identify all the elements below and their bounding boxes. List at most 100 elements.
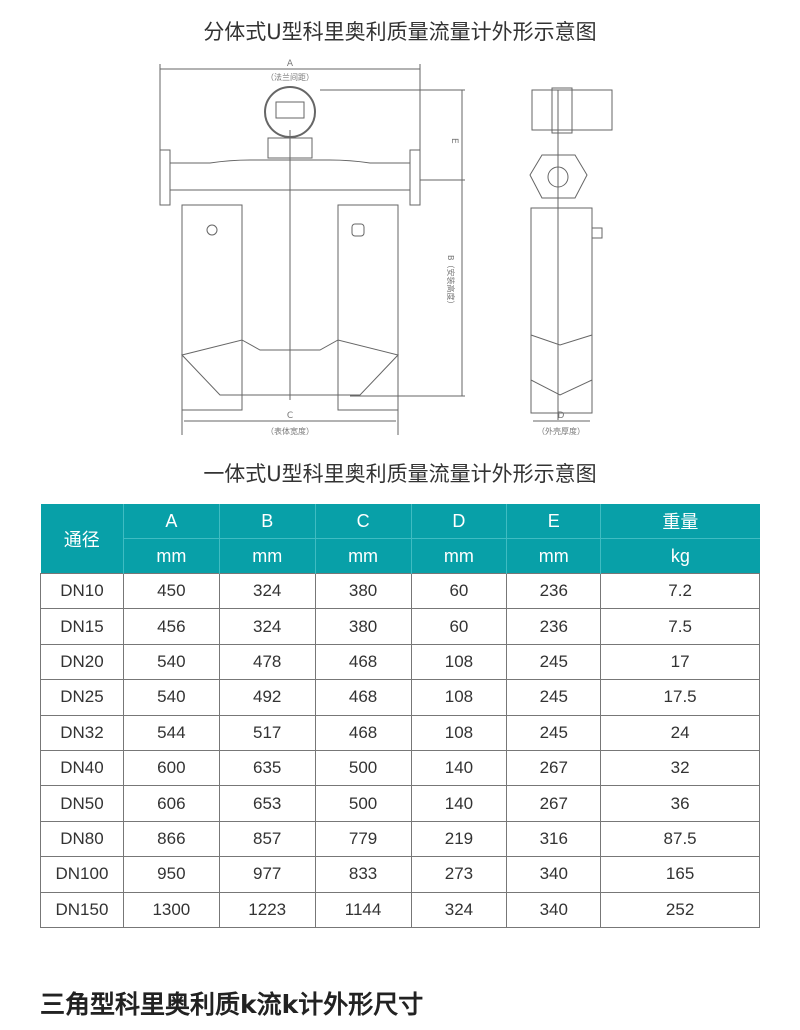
table-cell: 540 — [122, 679, 220, 716]
split-type-title: 分体式U型科里奥利质量流量计外形示意图 — [203, 20, 597, 44]
table-cell: 517 — [218, 714, 316, 751]
header-c: C — [314, 504, 411, 539]
table-cell: 32 — [600, 749, 760, 787]
table-cell: 478 — [218, 643, 316, 681]
table-cell: 24 — [600, 714, 760, 751]
table-cell: 450 — [122, 572, 220, 610]
table-row: DN20 540 478 468 108 245 17 — [40, 643, 760, 681]
table-cell: 245 — [506, 714, 602, 751]
table-cell: 60 — [410, 572, 508, 610]
table-cell: 833 — [314, 856, 412, 893]
table-cell: 245 — [506, 643, 602, 681]
integrated-type-title: 一体式U型科里奥利质量流量计外形示意图 — [203, 462, 597, 486]
header-weight: 重量 — [600, 504, 760, 539]
table-cell: 1300 — [122, 891, 220, 928]
table-cell: 87.5 — [600, 820, 760, 858]
table-cell: 140 — [410, 785, 508, 822]
table-cell: 1223 — [218, 891, 316, 928]
table-cell: DN80 — [40, 820, 124, 858]
unit-e: mm — [506, 538, 601, 574]
header-e: E — [506, 504, 601, 539]
header-a: A — [122, 504, 220, 539]
table-cell: 236 — [506, 572, 602, 610]
flowmeter-outline-drawing: A （法兰间距） C （表体宽度） E B（安装高度） D （外壳厚度） — [159, 59, 613, 436]
table-cell: 7.2 — [600, 572, 760, 610]
table-row: DN32 544 517 468 108 245 24 — [40, 714, 760, 751]
table-cell: 340 — [506, 891, 602, 928]
dim-e-label: E — [449, 138, 459, 144]
table-cell: 500 — [314, 749, 412, 787]
table-cell: 7.5 — [600, 608, 760, 645]
table-cell: DN15 — [40, 608, 124, 645]
table-cell: DN25 — [40, 679, 124, 716]
table-cell: 324 — [218, 572, 316, 610]
table-cell: 857 — [218, 820, 316, 858]
table-cell: 17 — [600, 643, 760, 681]
table-cell: 468 — [314, 679, 412, 716]
unit-b: mm — [218, 538, 316, 574]
dim-a-note: （法兰间距） — [266, 72, 314, 82]
unit-c: mm — [314, 538, 411, 574]
table-cell: 950 — [122, 856, 220, 893]
table-cell: DN20 — [40, 643, 124, 681]
header-b: B — [218, 504, 316, 539]
triangle-type-heading: 三角型科里奥利质k流k计外形尺寸 — [40, 990, 424, 1019]
table-row: DN100 950 977 833 273 340 165 — [40, 856, 760, 893]
table-cell: 252 — [600, 891, 760, 928]
table-cell: 544 — [122, 714, 220, 751]
table-cell: 165 — [600, 856, 760, 893]
table-cell: 36 — [600, 785, 760, 822]
table-cell: 500 — [314, 785, 412, 822]
table-cell: 267 — [506, 785, 602, 822]
table-cell: 17.5 — [600, 679, 760, 716]
table-cell: 456 — [122, 608, 220, 645]
table-cell: 316 — [506, 820, 602, 858]
table-row: DN15 456 324 380 60 236 7.5 — [40, 608, 760, 645]
table-cell: 340 — [506, 856, 602, 893]
dim-d-label: D — [558, 411, 565, 421]
table-row: DN150 1300 1223 1144 324 340 252 — [40, 891, 760, 928]
dim-c-note: （表体宽度） — [266, 426, 314, 436]
table-row: DN80 866 857 779 219 316 87.5 — [40, 820, 760, 858]
table-cell: 600 — [122, 749, 220, 787]
dim-b-label: B（安装高度） — [446, 255, 456, 309]
side-view: D （外壳厚度） — [529, 87, 613, 436]
table-row: DN50 606 653 500 140 267 36 — [40, 785, 760, 822]
table-cell: DN40 — [40, 749, 124, 787]
table-cell: DN150 — [40, 891, 124, 928]
table-cell: 236 — [506, 608, 602, 645]
table-cell: DN100 — [40, 856, 124, 893]
table-row: DN25 540 492 468 108 245 17.5 — [40, 679, 760, 716]
unit-d: mm — [410, 538, 507, 574]
dim-d-note: （外壳厚度） — [537, 426, 585, 436]
table-cell: 1144 — [314, 891, 412, 928]
dim-c-label: C — [287, 411, 293, 421]
table-cell: DN50 — [40, 785, 124, 822]
table-cell: 540 — [122, 643, 220, 681]
unit-weight: kg — [600, 538, 760, 574]
table-cell: 606 — [122, 785, 220, 822]
table-row: DN40 600 635 500 140 267 32 — [40, 749, 760, 787]
table-cell: 324 — [218, 608, 316, 645]
front-view: A （法兰间距） C （表体宽度） E B（安装高度） — [159, 59, 465, 436]
table-cell: DN32 — [40, 714, 124, 751]
table-cell: 380 — [314, 572, 412, 610]
table-row: DN10 450 324 380 60 236 7.2 — [40, 572, 760, 610]
table-cell: 140 — [410, 749, 508, 787]
table-cell: 653 — [218, 785, 316, 822]
table-cell: 635 — [218, 749, 316, 787]
table-cell: 977 — [218, 856, 316, 893]
table-cell: 267 — [506, 749, 602, 787]
dim-a-label: A — [287, 59, 294, 69]
table-cell: 219 — [410, 820, 508, 858]
header-d: D — [410, 504, 507, 539]
table-cell: 273 — [410, 856, 508, 893]
table-cell: 60 — [410, 608, 508, 645]
table-cell: 779 — [314, 820, 412, 858]
table-cell: 108 — [410, 714, 508, 751]
table-cell: DN10 — [40, 572, 124, 610]
table-cell: 866 — [122, 820, 220, 858]
table-cell: 468 — [314, 643, 412, 681]
unit-a: mm — [122, 538, 220, 574]
table-cell: 468 — [314, 714, 412, 751]
